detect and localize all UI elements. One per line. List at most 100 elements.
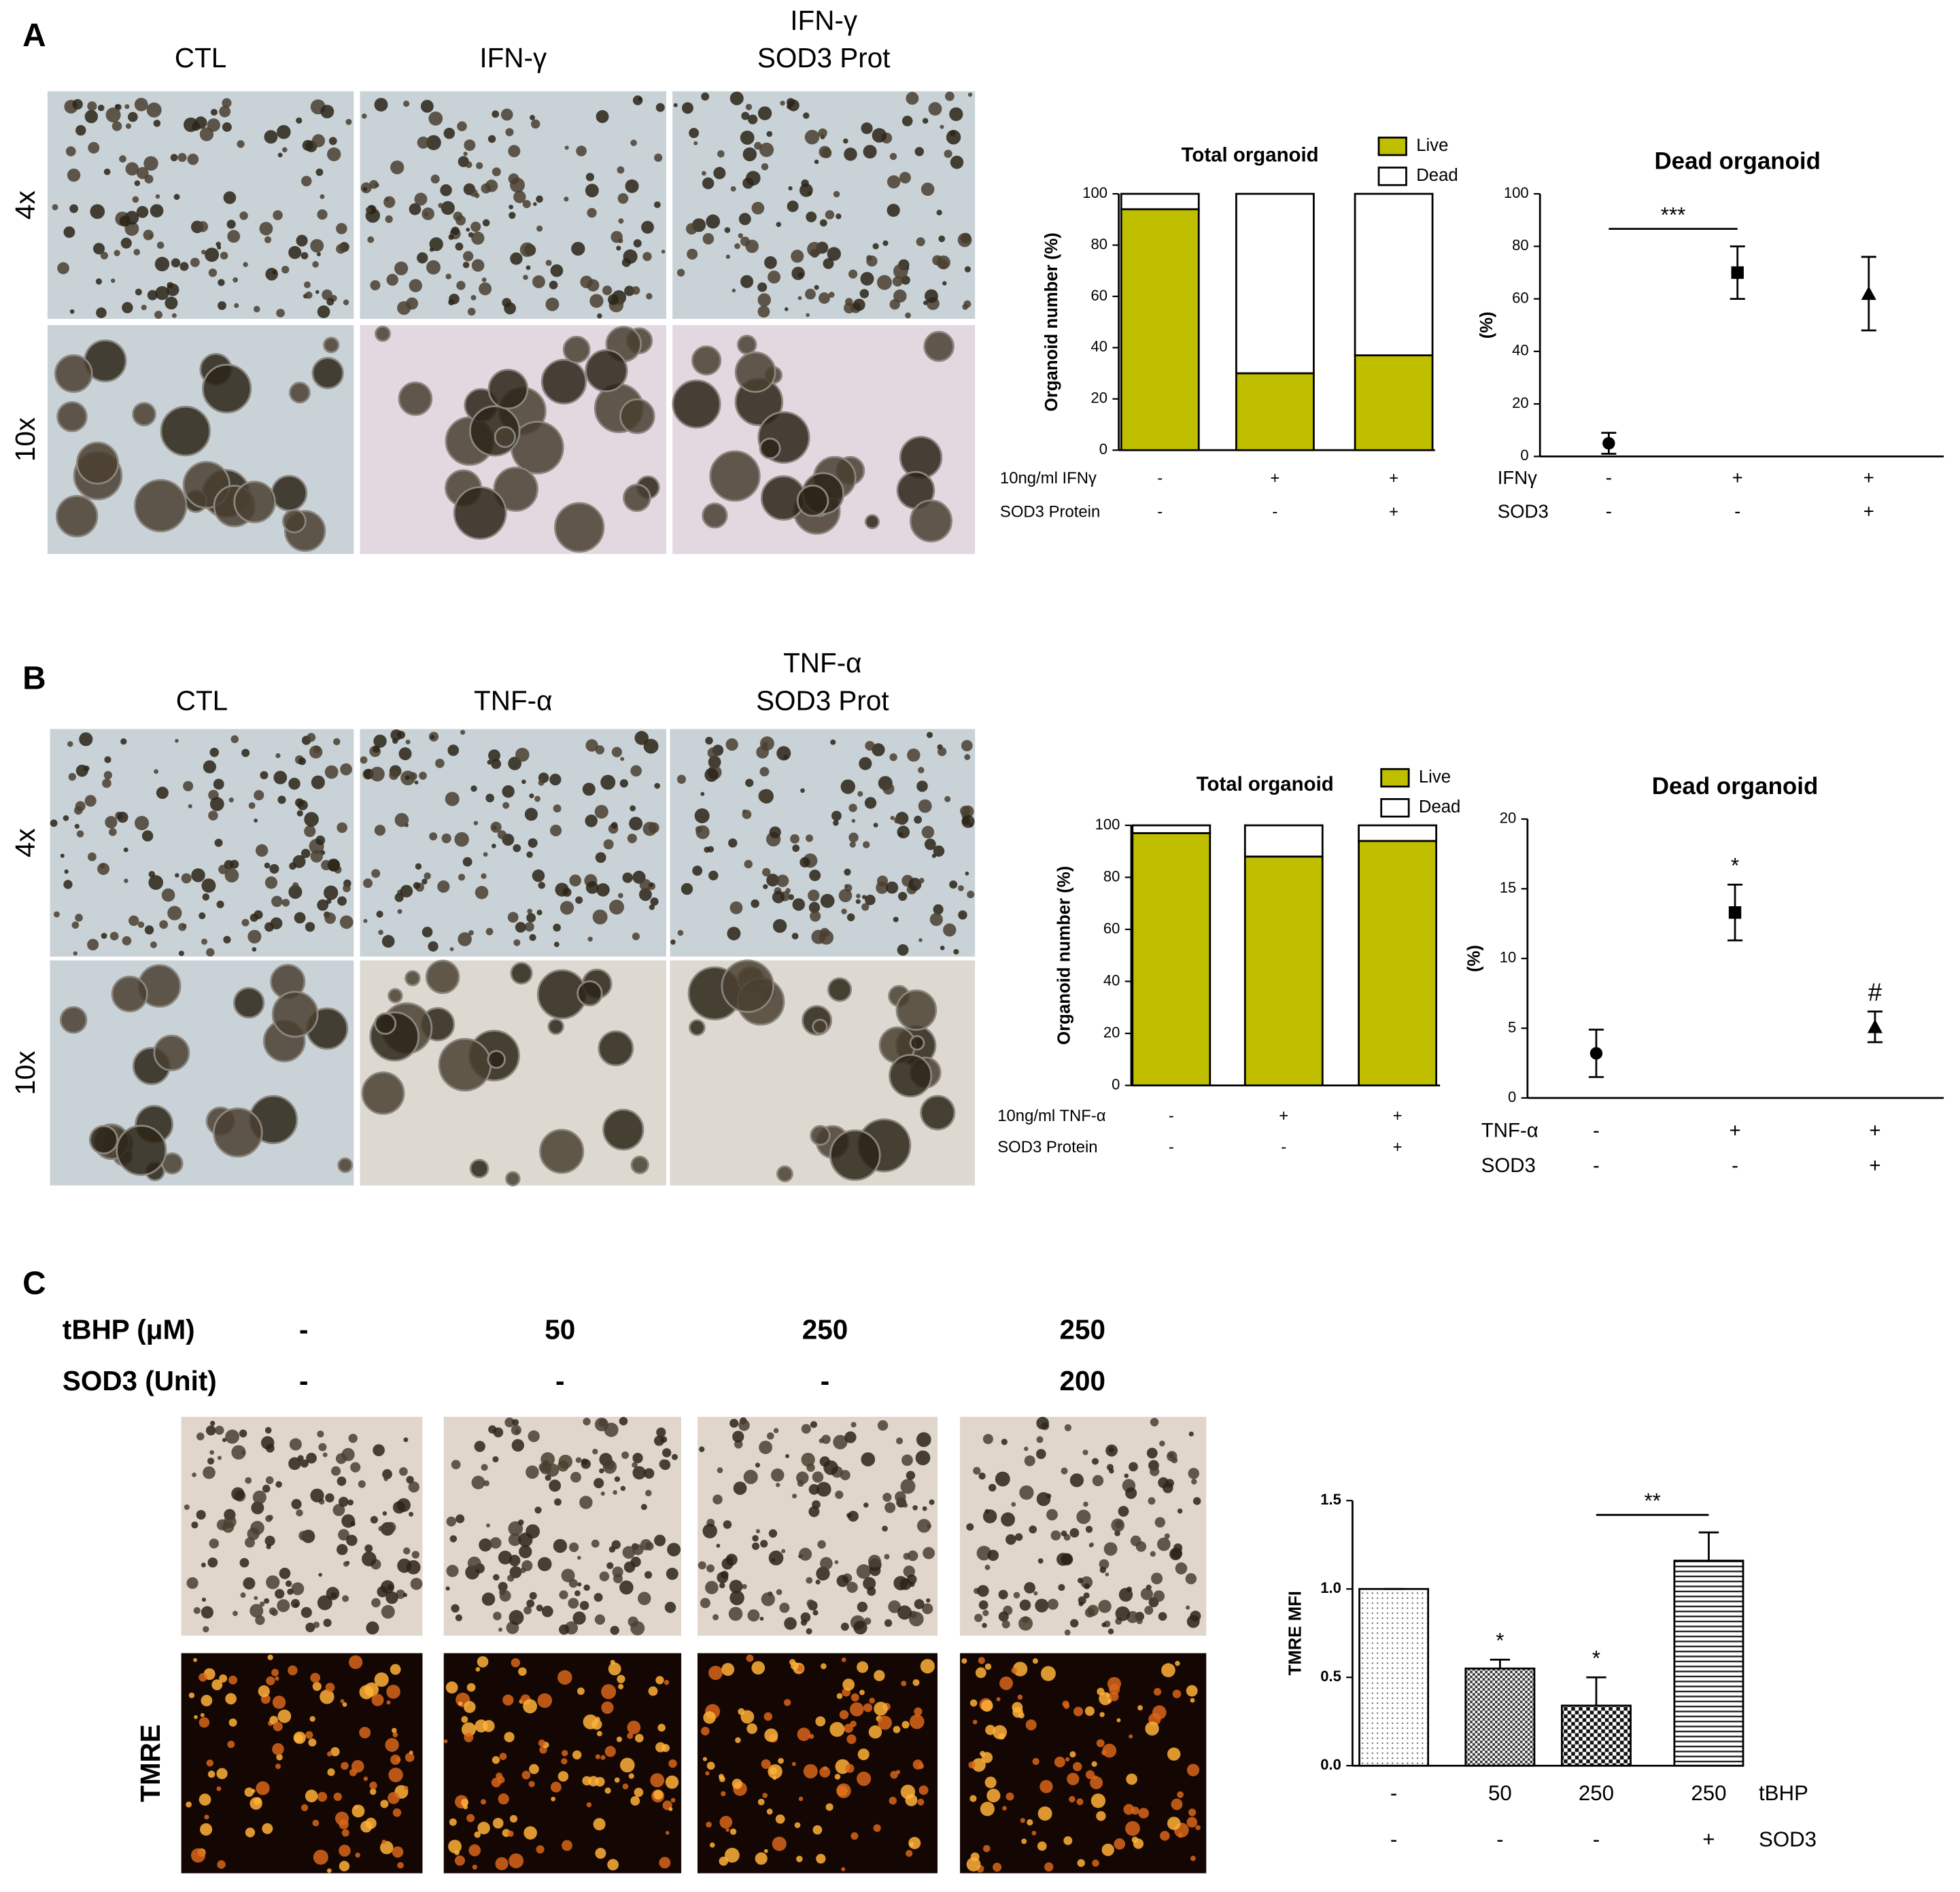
organoid xyxy=(304,825,316,838)
organoid xyxy=(844,148,857,161)
organoid xyxy=(776,874,789,887)
legend-label: Live xyxy=(1419,768,1451,787)
organoid xyxy=(287,1588,294,1595)
condition-value: 250 xyxy=(1579,1781,1614,1805)
organoid xyxy=(1090,1793,1106,1808)
organoid xyxy=(599,1571,610,1582)
organoid xyxy=(732,288,736,293)
organoid xyxy=(833,820,839,826)
organoid xyxy=(297,799,308,810)
organoid xyxy=(889,1796,897,1805)
organoid xyxy=(324,885,339,900)
organoid xyxy=(1107,1676,1121,1691)
organoid xyxy=(254,790,264,801)
organoid xyxy=(741,111,750,120)
organoid xyxy=(624,286,635,296)
organoid xyxy=(577,1582,582,1587)
condition-value: - xyxy=(821,1365,829,1396)
organoid xyxy=(791,1761,796,1766)
organoid xyxy=(521,1560,533,1572)
organoid xyxy=(147,290,158,300)
organoid xyxy=(374,825,386,836)
organoid xyxy=(902,1502,908,1508)
organoid xyxy=(621,1451,630,1459)
organoid xyxy=(724,227,731,233)
organoid xyxy=(184,1504,190,1511)
y-tick-label: 1.0 xyxy=(1320,1579,1341,1596)
organoid xyxy=(529,933,536,942)
organoid xyxy=(701,92,710,101)
organoid xyxy=(685,223,698,235)
organoid xyxy=(815,1716,826,1727)
organoid xyxy=(1153,1590,1165,1602)
organoid xyxy=(273,210,283,220)
organoid xyxy=(488,1425,497,1434)
organoid xyxy=(706,1564,715,1573)
organoid xyxy=(382,1511,388,1516)
organoid xyxy=(738,233,743,239)
organoid xyxy=(1077,1859,1085,1868)
organoid xyxy=(1195,1825,1201,1831)
y-tick-label: 0 xyxy=(1508,1088,1516,1105)
organoid xyxy=(68,773,76,781)
organoid xyxy=(906,1470,916,1480)
organoid xyxy=(234,303,239,309)
organoid xyxy=(1101,1622,1107,1628)
organoid xyxy=(394,812,409,827)
organoid xyxy=(835,1490,844,1499)
organoid xyxy=(819,219,827,227)
y-tick-label: 20 xyxy=(1091,390,1108,407)
organoid xyxy=(206,948,215,957)
organoid xyxy=(623,483,651,513)
organoid xyxy=(594,804,608,819)
organoid xyxy=(386,273,398,286)
condition-value: - xyxy=(1606,467,1612,488)
organoid xyxy=(630,765,642,777)
organoid xyxy=(980,1802,995,1817)
organoid xyxy=(365,1817,377,1829)
organoid xyxy=(519,242,535,257)
organoid xyxy=(916,237,925,247)
organoid xyxy=(604,1746,616,1757)
organoid xyxy=(713,167,726,179)
micrograph-bg xyxy=(181,1653,423,1874)
organoid xyxy=(779,1602,790,1613)
organoid xyxy=(751,899,759,908)
organoid xyxy=(585,739,598,752)
organoid xyxy=(455,1514,465,1524)
micrograph xyxy=(443,1653,682,1874)
organoid xyxy=(245,1477,252,1484)
organoid xyxy=(610,1626,619,1635)
organoid xyxy=(918,938,923,942)
organoid xyxy=(893,1576,908,1591)
organoid xyxy=(888,1600,901,1613)
organoid xyxy=(918,1785,929,1795)
organoid xyxy=(874,1670,885,1681)
y-axis-label: TMRE MFI xyxy=(1286,1591,1305,1675)
organoid xyxy=(857,1601,868,1613)
organoid xyxy=(1167,1747,1181,1761)
organoid xyxy=(570,1471,581,1483)
organoid xyxy=(508,1533,521,1547)
organoid xyxy=(729,1418,739,1428)
organoid xyxy=(75,125,86,136)
organoid xyxy=(1077,1577,1084,1583)
organoid xyxy=(374,98,388,112)
organoid xyxy=(197,221,209,233)
organoid xyxy=(831,810,842,821)
organoid xyxy=(63,880,73,889)
organoid xyxy=(857,1749,870,1761)
organoid xyxy=(103,168,111,175)
organoid xyxy=(518,1667,527,1676)
condition-value: - xyxy=(1496,1827,1503,1851)
organoid xyxy=(276,309,285,317)
organoid xyxy=(642,821,657,836)
organoid xyxy=(528,1781,535,1787)
organoid xyxy=(800,857,810,868)
condition-value: 250 xyxy=(1060,1314,1105,1345)
organoid xyxy=(211,1679,223,1691)
organoid xyxy=(899,171,911,184)
organoid xyxy=(355,1853,360,1858)
organoid xyxy=(193,1657,198,1662)
organoid xyxy=(1099,1559,1110,1570)
